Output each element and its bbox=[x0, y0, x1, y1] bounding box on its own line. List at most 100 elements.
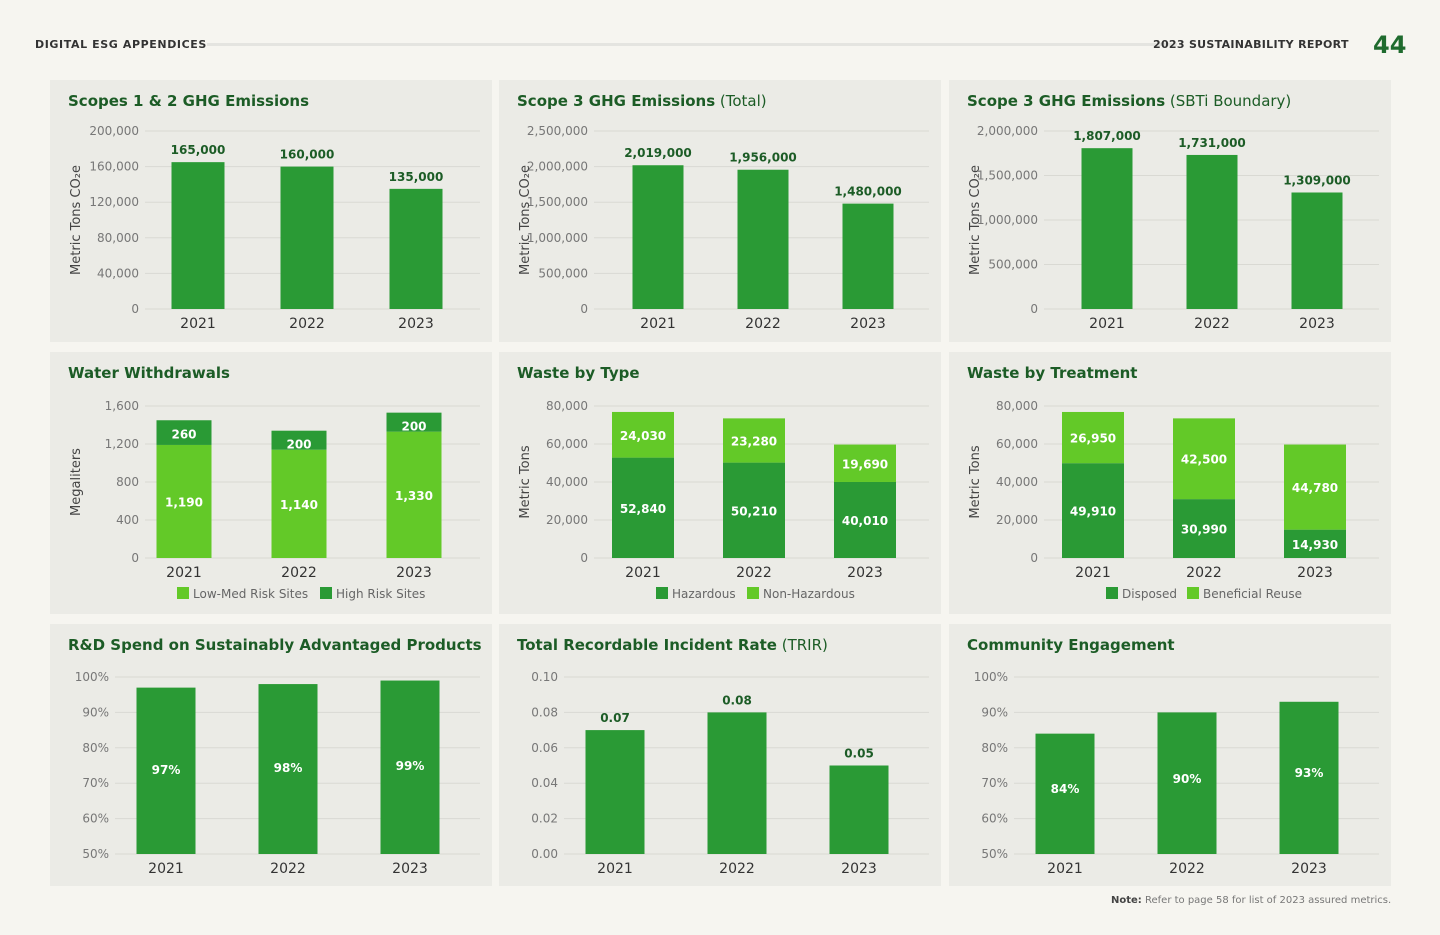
data-label: 97% bbox=[152, 763, 181, 777]
y-tick-label: 2,500,000 bbox=[527, 124, 588, 138]
y-tick-label: 50% bbox=[82, 847, 109, 861]
chart-title-main: Community Engagement bbox=[967, 636, 1175, 654]
x-tick-label: 2021 bbox=[180, 316, 216, 332]
legend-swatch bbox=[320, 587, 332, 599]
data-label: 200 bbox=[401, 420, 426, 434]
data-label: 260 bbox=[171, 427, 196, 441]
bar-2021 bbox=[585, 730, 645, 854]
data-label: 98% bbox=[274, 761, 303, 775]
chart-panel-community: Community Engagement 50% 60% 70% 80% 90% 100% 8… bbox=[949, 624, 1391, 886]
chart-title: Waste by Type bbox=[517, 364, 640, 382]
y-tick-label: 80% bbox=[82, 741, 109, 755]
y-tick-label: 500,000 bbox=[538, 266, 588, 280]
y-tick-label: 90% bbox=[981, 705, 1008, 719]
y-tick-label: 0.10 bbox=[531, 670, 558, 684]
section-title: DIGITAL ESG APPENDICES bbox=[35, 38, 207, 51]
page-header: DIGITAL ESG APPENDICES 2023 SUSTAINABILI… bbox=[35, 31, 1406, 59]
x-tick-label: 2023 bbox=[398, 316, 434, 332]
x-tick-label: 2022 bbox=[1194, 316, 1230, 332]
chart-title: Water Withdrawals bbox=[68, 364, 230, 382]
bar-2021 bbox=[632, 165, 684, 309]
chart-title: Scope 3 GHG Emissions (Total) bbox=[517, 92, 767, 110]
y-axis-label: Megaliters bbox=[69, 448, 84, 516]
bar-2021-beneficial-reuse bbox=[1062, 411, 1124, 464]
y-tick-label: 80% bbox=[981, 741, 1008, 755]
y-tick-label: 60% bbox=[981, 812, 1008, 826]
chart-title: Scopes 1 & 2 GHG Emissions bbox=[68, 92, 309, 110]
legend-swatch bbox=[747, 587, 759, 599]
data-label: 93% bbox=[1295, 766, 1324, 780]
bar-2021 bbox=[171, 162, 225, 309]
chart-svg: 50% 60% 70% 80% 90% 100% 84% 2021 90% 2022 93% 2023 bbox=[974, 670, 1379, 877]
bar-2022 bbox=[1186, 154, 1238, 309]
data-label: 26,950 bbox=[1070, 432, 1116, 446]
y-tick-label: 80,000 bbox=[996, 399, 1038, 413]
bar-2023-disposed bbox=[1284, 529, 1346, 558]
bar-2022-low-med-risk-sites bbox=[271, 449, 327, 558]
bar-2023 bbox=[842, 203, 894, 309]
report-title: 2023 SUSTAINABILITY REPORT bbox=[1153, 38, 1349, 51]
data-label: 1,309,000 bbox=[1283, 173, 1351, 187]
data-label: 1,190 bbox=[165, 495, 203, 509]
bar-2022 bbox=[707, 712, 767, 854]
data-label: 1,480,000 bbox=[834, 185, 902, 199]
bar-2023 bbox=[1291, 192, 1343, 309]
y-tick-label: 1,000,000 bbox=[977, 213, 1038, 227]
data-label: 19,690 bbox=[842, 457, 888, 471]
footnote: Note: Refer to page 58 for list of 2023 … bbox=[1111, 895, 1391, 906]
bar-2023 bbox=[1279, 701, 1339, 854]
bar-2023-beneficial-reuse bbox=[1284, 444, 1346, 530]
bar-2022 bbox=[1157, 712, 1217, 854]
chart-panel-water: Water Withdrawals 0 400 800 1,200 1,600 Megali… bbox=[50, 352, 492, 614]
y-tick-label: 0 bbox=[580, 551, 588, 565]
chart-title-main: Scope 3 GHG Emissions bbox=[967, 92, 1166, 110]
chart-svg: 50% 60% 70% 80% 90% 100% 97% 2021 98% 2022 99% 2023 bbox=[75, 670, 480, 877]
x-tick-label: 2023 bbox=[850, 316, 886, 332]
x-tick-label: 2021 bbox=[148, 861, 184, 877]
y-tick-label: 0 bbox=[1030, 551, 1038, 565]
y-axis-label: Metric Tons CO₂e bbox=[69, 165, 84, 275]
y-tick-label: 120,000 bbox=[89, 195, 139, 209]
data-label: 1,956,000 bbox=[729, 151, 797, 165]
legend-swatch bbox=[1106, 587, 1118, 599]
chart-panel-wastetreat: Waste by Treatment 0 20,000 40,000 60,000 80,… bbox=[949, 352, 1391, 614]
y-tick-label: 0.00 bbox=[531, 847, 558, 861]
x-tick-label: 2022 bbox=[270, 861, 306, 877]
chart-title-main: Waste by Type bbox=[517, 364, 640, 382]
y-tick-label: 80,000 bbox=[97, 231, 139, 245]
bar-2022-beneficial-reuse bbox=[1173, 418, 1235, 500]
y-tick-label: 400 bbox=[116, 513, 139, 527]
data-label: 40,010 bbox=[842, 514, 888, 528]
chart-title: Scope 3 GHG Emissions (SBTi Boundary) bbox=[967, 92, 1291, 110]
y-axis-label: Metric Tons bbox=[968, 445, 983, 518]
legend-label: Low-Med Risk Sites bbox=[193, 587, 308, 601]
chart-title-main: Water Withdrawals bbox=[68, 364, 230, 382]
x-tick-label: 2022 bbox=[1186, 565, 1222, 581]
chart-title-main: R&D Spend on Sustainably Advantaged Prod… bbox=[68, 636, 482, 654]
y-tick-label: 60,000 bbox=[546, 437, 588, 451]
y-tick-label: 60% bbox=[82, 812, 109, 826]
bar-2021 bbox=[1035, 733, 1095, 854]
chart-svg: 0 40,000 80,000 120,000 160,000 200,000 Metric… bbox=[69, 124, 480, 332]
y-tick-label: 40,000 bbox=[996, 475, 1038, 489]
data-label: 2,019,000 bbox=[624, 146, 692, 160]
bar-2021-low-med-risk-sites bbox=[156, 444, 212, 558]
data-label: 1,330 bbox=[395, 489, 433, 503]
legend-label: High Risk Sites bbox=[336, 587, 425, 601]
chart-svg: 0.00 0.02 0.04 0.06 0.08 0.10 0.07 2021 0.08 2022… bbox=[531, 670, 929, 877]
y-tick-label: 40,000 bbox=[546, 475, 588, 489]
x-tick-label: 2021 bbox=[640, 316, 676, 332]
data-label: 90% bbox=[1173, 772, 1202, 786]
x-tick-label: 2023 bbox=[847, 565, 883, 581]
x-tick-label: 2022 bbox=[1169, 861, 1205, 877]
chart-title: Community Engagement bbox=[967, 636, 1175, 654]
chart-svg: 0 20,000 40,000 60,000 80,000 Metric Tons 49,9… bbox=[968, 399, 1379, 601]
y-tick-label: 20,000 bbox=[546, 513, 588, 527]
y-tick-label: 0 bbox=[580, 302, 588, 316]
y-tick-label: 80,000 bbox=[546, 399, 588, 413]
chart-title-suffix: (TRIR) bbox=[776, 636, 828, 654]
x-tick-label: 2022 bbox=[719, 861, 755, 877]
chart-panel-scope3sbti: Scope 3 GHG Emissions (SBTi Boundary) 0 50… bbox=[949, 80, 1391, 342]
x-tick-label: 2023 bbox=[1299, 316, 1335, 332]
data-label: 1,807,000 bbox=[1073, 129, 1141, 143]
